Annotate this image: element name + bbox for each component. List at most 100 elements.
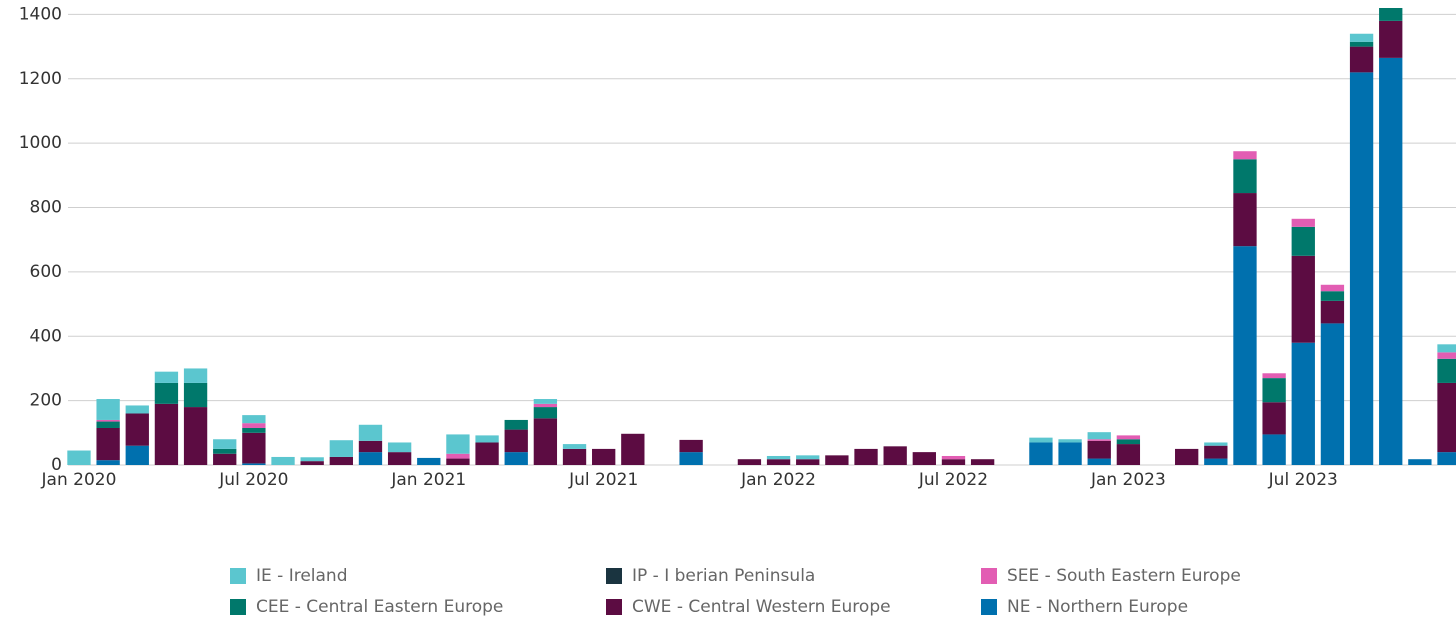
bar-segment <box>1233 159 1257 194</box>
bar-segment <box>533 403 558 408</box>
bar-segment <box>1262 402 1286 435</box>
bar-segment <box>533 418 558 465</box>
bar-segment <box>1175 448 1199 465</box>
bar-segment <box>300 461 324 465</box>
bar-segment <box>213 453 237 465</box>
bar-segment <box>1408 459 1432 465</box>
bar-segment <box>1437 352 1456 359</box>
bar-segment <box>912 452 936 465</box>
bar-segment <box>96 427 120 461</box>
bar-segment <box>242 463 266 465</box>
bar-segment <box>766 459 791 465</box>
legend-swatch <box>606 568 622 584</box>
bar-segment <box>1437 382 1456 453</box>
bar-segment <box>1233 246 1257 465</box>
bar-segment <box>1087 440 1111 459</box>
bar-segment <box>242 432 266 464</box>
bar-segment <box>1291 342 1315 465</box>
bar-segment <box>125 405 149 414</box>
bar-segment <box>213 448 237 454</box>
bar-segment <box>679 439 703 453</box>
bar-segment <box>883 446 907 465</box>
bar-segment <box>562 444 587 449</box>
bar-segment <box>1262 373 1286 379</box>
bar-segment <box>446 453 470 459</box>
x-tick-label: Jul 2023 <box>1268 470 1338 490</box>
y-tick-label: 800 <box>30 198 62 218</box>
bar-segment <box>1029 437 1053 443</box>
bar-segment <box>329 440 353 457</box>
y-tick-label: 1000 <box>19 133 62 153</box>
bar-segment <box>504 452 528 465</box>
y-tick-label: 1400 <box>19 4 62 24</box>
bar-segment <box>1204 458 1228 465</box>
bar-segment <box>475 435 499 443</box>
bar-segment <box>1233 193 1257 247</box>
bar-segment <box>504 429 528 453</box>
legend-swatch <box>981 568 997 584</box>
bar-segment <box>475 442 499 465</box>
bar-segment <box>1204 442 1228 446</box>
y-tick-label: 1200 <box>19 69 62 89</box>
bar-segment <box>796 459 820 465</box>
bar-segment <box>1379 57 1403 466</box>
bar-segment <box>358 424 383 441</box>
bar-segment <box>679 452 703 465</box>
bar-segment <box>1058 439 1082 443</box>
bar-segment <box>242 427 266 433</box>
bar-segment <box>1087 439 1111 441</box>
x-tick-label: Jan 2022 <box>740 470 816 490</box>
legend-label: SEE - South Eastern Europe <box>1007 566 1241 586</box>
bar-segment <box>825 455 849 465</box>
bar-segment <box>329 456 353 465</box>
bar-segment <box>1291 218 1315 227</box>
bar-segment <box>1379 20 1403 58</box>
bar-segment <box>1349 46 1374 73</box>
bar-segment <box>562 448 587 465</box>
bar-segment <box>533 407 558 419</box>
bar-segment <box>358 452 383 465</box>
bar-segment <box>96 419 120 422</box>
bar-segment <box>766 455 791 460</box>
x-tick-label: Jan 2021 <box>390 470 466 490</box>
y-tick-label: 600 <box>30 262 62 282</box>
bar-segment <box>1087 458 1111 465</box>
bar-segment <box>854 448 878 465</box>
bar-segment <box>970 459 995 465</box>
bar-segment <box>183 382 208 408</box>
bar-segment <box>96 399 120 420</box>
bar-segment <box>1437 452 1456 465</box>
bar-segment <box>504 419 528 430</box>
bar-segment <box>387 452 412 465</box>
legend-swatch <box>230 599 246 615</box>
bar-segment <box>941 455 966 460</box>
x-tick-label: Jan 2020 <box>41 470 117 490</box>
bar-segment <box>387 442 412 453</box>
bar-segment <box>1058 442 1082 465</box>
y-tick-label: 0 <box>51 455 62 475</box>
legend-swatch <box>230 568 246 584</box>
bar-segment <box>213 439 237 449</box>
bar-segment <box>1379 8 1403 21</box>
bar-segment <box>242 415 266 424</box>
bar-segment <box>183 407 208 465</box>
bar-segment <box>1291 226 1315 256</box>
bar-segment <box>154 382 179 404</box>
bar-segment <box>533 399 558 404</box>
legend-label: IP - I berian Peninsula <box>632 566 815 586</box>
bar-segment <box>417 457 441 465</box>
legend-label: CWE - Central Western Europe <box>632 597 891 617</box>
bar-segment <box>1087 432 1111 440</box>
bar-segment <box>621 433 645 465</box>
bar-segment <box>125 413 149 446</box>
bar-segment <box>1262 434 1286 465</box>
bar-segment <box>1349 41 1374 47</box>
legend-swatch <box>606 599 622 615</box>
bar-segment <box>96 460 120 465</box>
x-tick-label: Jan 2023 <box>1090 470 1166 490</box>
legend-label: CEE - Central Eastern Europe <box>256 597 503 617</box>
bar-segment <box>242 423 266 428</box>
bar-segment <box>1262 378 1286 403</box>
x-tick-label: Jul 2020 <box>218 470 288 490</box>
